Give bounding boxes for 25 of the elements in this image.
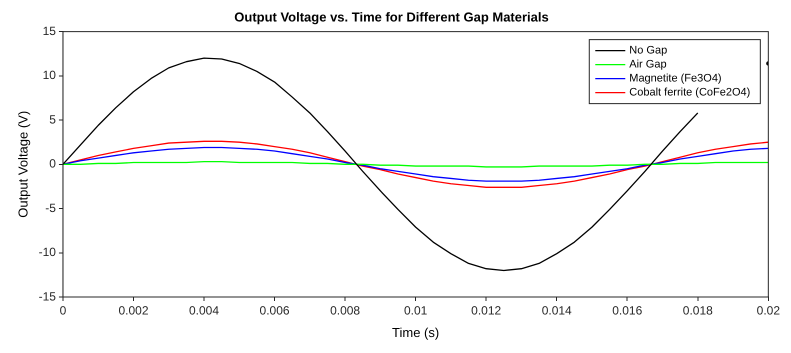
y-tick-label: -15 bbox=[38, 289, 56, 304]
x-tick-label: 0.006 bbox=[260, 304, 290, 318]
x-tick-label: 0 bbox=[60, 304, 67, 318]
y-tick-label: 15 bbox=[42, 24, 56, 38]
x-axis-title: Time (s) bbox=[392, 324, 440, 340]
x-tick-label: 0.018 bbox=[682, 304, 714, 318]
x-tick-label: 0.008 bbox=[330, 304, 360, 318]
y-tick-label: 5 bbox=[49, 112, 56, 126]
y-tick-label: 0 bbox=[49, 156, 56, 171]
x-tick-label: 0.012 bbox=[471, 304, 502, 318]
x-tick-label: 0.014 bbox=[542, 304, 572, 318]
y-tick-label: -10 bbox=[38, 245, 56, 260]
x-tick-label: 0.016 bbox=[612, 304, 643, 318]
legend-label: No Gap bbox=[629, 44, 668, 57]
legend-label: Magnetite (Fe3O4) bbox=[629, 72, 722, 85]
legend-label: Air Gap bbox=[629, 58, 667, 71]
chart-title: Output Voltage vs. Time for Different Gap Materials bbox=[234, 9, 549, 24]
x-tick-label: 0.01 bbox=[404, 304, 428, 318]
x-tick-label: 0.02 bbox=[756, 304, 780, 318]
x-tick-label: 0.002 bbox=[118, 304, 149, 318]
y-axis-title: Output Voltage (V) bbox=[15, 110, 30, 218]
x-tick-label: 0.004 bbox=[189, 304, 220, 318]
y-tick-label: -5 bbox=[45, 200, 56, 215]
legend-label: Cobalt ferrite (CoFe2O4) bbox=[629, 86, 750, 99]
y-tick-label: 10 bbox=[42, 68, 56, 82]
